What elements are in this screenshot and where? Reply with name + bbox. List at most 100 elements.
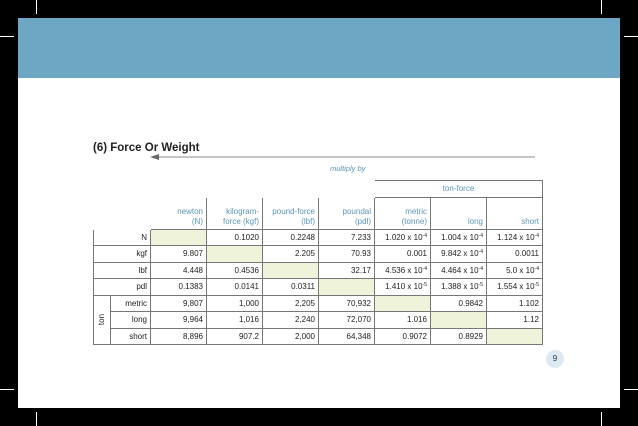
row-unit-label: metric [110,294,151,312]
table-cell: 1.410 x 10-5 [374,278,431,296]
table-cell: 9.807 [150,245,207,263]
cell-mantissa: 5.0 x 10 [506,265,535,275]
table-cell: 0.0141 [206,278,263,296]
conversion-table: ton-force newton (N) kilogram-force (kgf) p… [93,180,543,345]
column-header: newton (N) [150,196,207,230]
table-cell: 2,000 [262,327,319,345]
column-header: short [486,196,543,230]
table-row: pdl 0.1383 0.0141 0.0311 1.410 x 10-5 1.388 x… [93,278,543,296]
table-cell: 1,000 [206,294,263,312]
column-header-line: long [467,216,483,226]
crop-mark [601,412,602,426]
table-cell: 0.9842 [430,294,487,312]
column-header-line: kilogram- [226,206,259,216]
table-row: kgf 9.807 2.205 70.93 0.001 9.842 x 10-4 0.001… [93,245,543,263]
multiply-label: multiply by [330,164,366,173]
table-cell: 1.124 x 10-4 [486,228,543,246]
crop-mark [601,0,602,14]
column-header-line: newton [177,206,203,216]
table-row: short 8,896 907.2 2,000 64,348 0.9072 0.8929 [94,327,543,345]
table-cell: 0.001 [374,245,431,263]
table-row: lbf 4.448 0.4536 32.17 4.536 x 10-4 4.464 x 1… [93,261,543,279]
table-cell [430,311,487,329]
cell-exponent: -4 [422,232,427,239]
crop-mark [624,36,638,37]
column-header-line: (pdl) [354,216,371,226]
table-row: long 9,964 1,016 2,240 72,070 1.016 1.12 [94,311,543,329]
table-cell: 0.8929 [430,327,487,345]
column-header: pound-force (lbf) [262,196,319,230]
table-cell [262,261,319,279]
crop-mark [36,0,37,14]
crop-mark [0,36,14,37]
cell-mantissa: 9.842 x 10 [441,249,479,259]
column-header-line: poundal [342,206,371,216]
table-cell: 70,932 [318,294,375,312]
table-cell: 0.9072 [374,327,431,345]
document-page: (6) Force Or Weight multiply by ton-forc… [18,18,620,408]
cell-mantissa: 1.020 x 10 [385,232,423,242]
row-unit-label: kgf [93,245,151,263]
table-cell: 0.1020 [206,228,263,246]
cell-mantissa: 1.554 x 10 [497,282,535,292]
table-cell: 1.554 x 10-5 [486,278,543,296]
table-row: ton metric 9,807 1,000 2,205 70,932 0.9842 1.10… [93,294,543,345]
table-cell: 1.12 [486,311,543,329]
table-cell: 4.536 x 10-4 [374,261,431,279]
cell-exponent: -4 [478,249,483,256]
table-cell: 0.1383 [150,278,207,296]
column-header-line: metric [405,206,427,216]
table-cell: 7.233 [318,228,375,246]
section-title: (6) Force Or Weight [93,142,200,154]
crop-mark [624,389,638,390]
cell-mantissa: 4.464 x 10 [441,265,479,275]
left-arrow-icon [150,154,535,160]
table-cell: 2,240 [262,311,319,329]
column-header-line: (tonne) [401,216,427,226]
table-cell: 4.464 x 10-4 [430,261,487,279]
row-unit-label: long [110,311,151,329]
page-number: 9 [546,350,564,368]
table-cell: 0.4536 [206,261,263,279]
crop-mark [36,412,37,426]
table-cell [486,327,543,345]
table-cell: 4.448 [150,261,207,279]
table-cell: 1.004 x 10-4 [430,228,487,246]
table-cell: 2,205 [262,294,319,312]
table-cell: 70.93 [318,245,375,263]
column-header: poundal (pdl) [318,196,375,230]
crop-mark [0,389,14,390]
cell-exponent: -4 [422,265,427,272]
table-cell: 1,016 [206,311,263,329]
table-cell: 2.205 [262,245,319,263]
table-cell: 8,896 [150,327,207,345]
table-cell: 1.102 [486,294,543,312]
table-row: N 0.1020 0.2248 7.233 1.020 x 10-4 1.004 x 10… [93,228,543,246]
table-cell: 72,070 [318,311,375,329]
cell-exponent: -5 [422,282,427,289]
cell-mantissa: 4.536 x 10 [385,265,423,275]
table-cell [374,294,431,312]
column-header-line: (lbf) [301,216,315,226]
table-cell [318,278,375,296]
cell-mantissa: 1.410 x 10 [385,282,423,292]
table-cell: 0.2248 [262,228,319,246]
cell-mantissa: 1.004 x 10 [441,232,479,242]
cell-mantissa: 1.124 x 10 [497,232,535,242]
cell-exponent: -5 [478,282,483,289]
header-banner [18,18,620,78]
table-cell: 1.020 x 10-4 [374,228,431,246]
row-unit-label: pdl [93,278,151,296]
ton-force-group-header: ton-force [374,180,543,198]
column-header-line: pound-force [272,206,315,216]
table-cell: 0.0311 [262,278,319,296]
column-header: metric (tonne) [374,196,431,230]
table-cell: 1.388 x 10-5 [430,278,487,296]
column-header-line: (N) [191,216,203,226]
table-cell [206,245,263,263]
table-cell [150,228,207,246]
ton-label-text: ton [97,314,107,326]
table-cell: 0.0011 [486,245,543,263]
column-header: long [430,196,487,230]
column-header-line: short [521,216,539,226]
